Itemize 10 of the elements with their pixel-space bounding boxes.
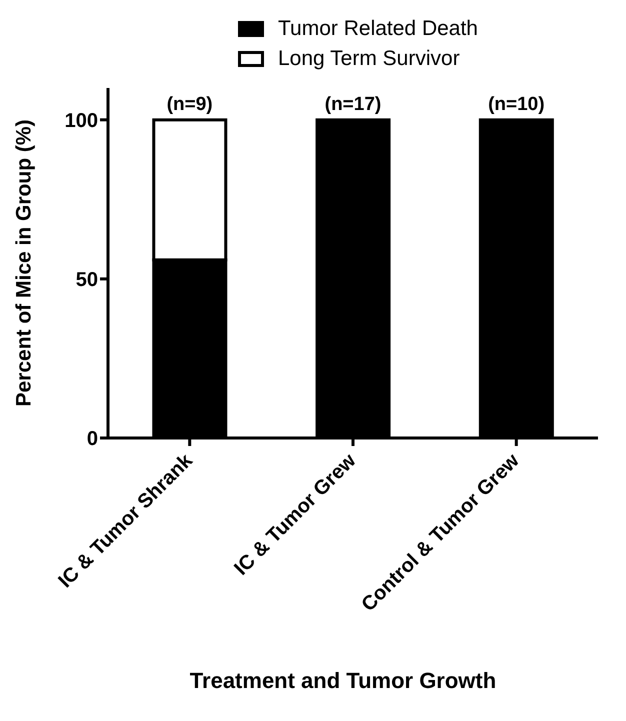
annotation: (n=9) [166,94,213,115]
annotation: (n=17) [324,94,382,115]
legend-label: Tumor Related Death [278,17,478,41]
y-axis-title: Percent of Mice in Group (%) [12,119,36,407]
x-axis-title: Treatment and Tumor Growth [188,668,498,694]
legend-label: Long Term Survivor [278,47,460,71]
annotation: (n=10) [488,94,545,115]
y-tick-label: 50 [76,269,98,292]
y-tick-label: 100 [64,110,98,132]
y-tick-label: 0 [86,428,98,450]
